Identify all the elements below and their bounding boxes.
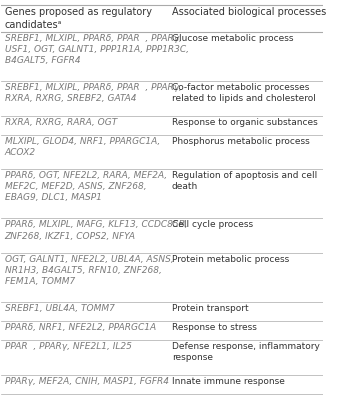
Text: SREBF1, UBL4A, TOMM7: SREBF1, UBL4A, TOMM7: [5, 304, 114, 314]
Text: Innate immune response: Innate immune response: [172, 377, 285, 386]
Text: OGT, GALNT1, NFE2L2, UBL4A, ASNS,
NR1H3, B4GALT5, RFN10, ZNF268,
FEM1A, TOMM7: OGT, GALNT1, NFE2L2, UBL4A, ASNS, NR1H3,…: [5, 255, 173, 286]
Text: Defense response, inflammatory
response: Defense response, inflammatory response: [172, 342, 320, 362]
Text: Response to organic substances: Response to organic substances: [172, 118, 318, 127]
Text: PPARγ, MEF2A, CNIH, MASP1, FGFR4: PPARγ, MEF2A, CNIH, MASP1, FGFR4: [5, 377, 168, 386]
Text: Associated biological processes: Associated biological processes: [172, 7, 326, 17]
Text: SREBF1, MLXIPL, PPARδ, PPAR  , PPARγ,
USF1, OGT, GALNT1, PPP1R1A, PPP1R3C,
B4GAL: SREBF1, MLXIPL, PPARδ, PPAR , PPARγ, USF…: [5, 34, 188, 65]
Text: Regulation of apoptosis and cell
death: Regulation of apoptosis and cell death: [172, 171, 317, 191]
Text: Co-factor metabolic processes
related to lipids and cholesterol: Co-factor metabolic processes related to…: [172, 83, 316, 104]
Text: Response to stress: Response to stress: [172, 323, 257, 332]
Text: Protein transport: Protein transport: [172, 304, 249, 314]
Text: Phosphorus metabolic process: Phosphorus metabolic process: [172, 137, 310, 145]
Text: Glucose metabolic process: Glucose metabolic process: [172, 34, 293, 43]
Text: PPARδ, OGT, NFE2L2, RARA, MEF2A,
MEF2C, MEF2D, ASNS, ZNF268,
EBAG9, DLC1, MASP1: PPARδ, OGT, NFE2L2, RARA, MEF2A, MEF2C, …: [5, 171, 167, 202]
Text: SREBF1, MLXIPL, PPARδ, PPAR  , PPARγ,
RXRA, RXRG, SREBF2, GATA4: SREBF1, MLXIPL, PPARδ, PPAR , PPARγ, RXR…: [5, 83, 181, 104]
Text: PPAR  , PPARγ, NFE2L1, IL25: PPAR , PPARγ, NFE2L1, IL25: [5, 342, 132, 351]
Text: Cell cycle process: Cell cycle process: [172, 220, 253, 229]
Text: Protein metabolic process: Protein metabolic process: [172, 255, 289, 264]
Text: PPARδ, MLXIPL, MAFG, KLF13, CCDC85B,
ZNF268, IKZF1, COPS2, NFYA: PPARδ, MLXIPL, MAFG, KLF13, CCDC85B, ZNF…: [5, 220, 187, 241]
Text: MLXIPL, GLOD4, NRF1, PPARGC1A,
ACOX2: MLXIPL, GLOD4, NRF1, PPARGC1A, ACOX2: [5, 137, 160, 157]
Text: Genes proposed as regulatory
candidatesᵃ: Genes proposed as regulatory candidatesᵃ: [5, 7, 152, 30]
Text: RXRA, RXRG, RARA, OGT: RXRA, RXRG, RARA, OGT: [5, 118, 117, 127]
Text: PPARδ, NRF1, NFE2L2, PPARGC1A: PPARδ, NRF1, NFE2L2, PPARGC1A: [5, 323, 156, 332]
